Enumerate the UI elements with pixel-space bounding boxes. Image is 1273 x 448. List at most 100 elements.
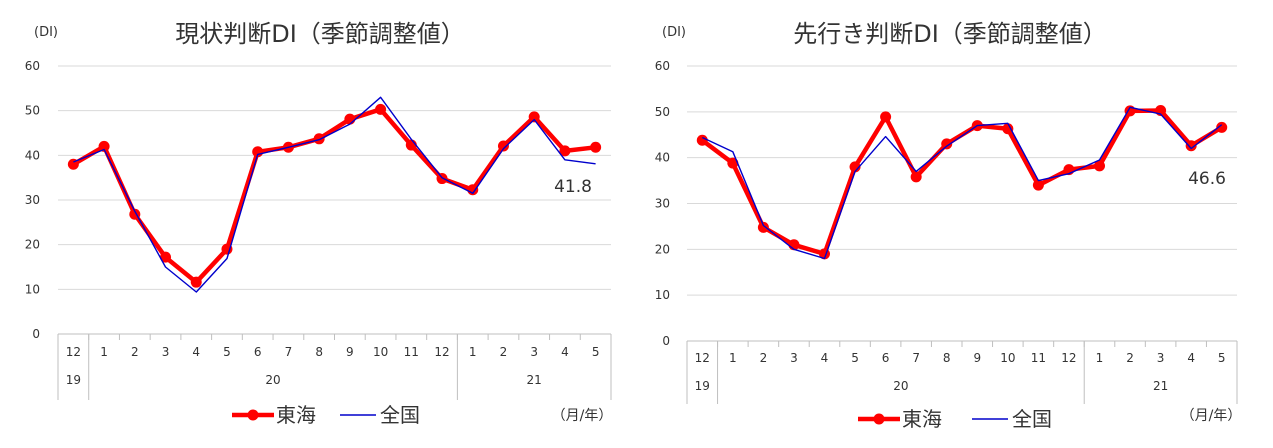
x-tick-label: 1 [1096, 351, 1104, 365]
x-tick-label: 1 [469, 345, 477, 359]
chart-title: 先行き判断DI（季節調整値） [793, 20, 1107, 48]
year-label: 21 [1153, 379, 1168, 393]
y-tick-label: 0 [32, 327, 40, 341]
y-tick-label: 10 [25, 282, 40, 296]
data-point-tokai [375, 103, 387, 115]
legend-marker-tokai [873, 413, 885, 425]
year-label: 19 [66, 373, 81, 387]
y-tick-label: 40 [25, 148, 40, 162]
data-point-tokai [160, 251, 172, 263]
x-tick-label: 11 [1031, 351, 1046, 365]
x-tick-label: 2 [1126, 351, 1134, 365]
x-tick-label: 3 [790, 351, 798, 365]
x-tick-label: 4 [192, 345, 200, 359]
data-point-tokai [559, 145, 571, 157]
x-tick-label: 2 [500, 345, 508, 359]
chart-panel-current: 現状判断DI（季節調整値） (DI) 0 10 20 30 40 50 60 12 1 2 3 4 5 6 7 8… [0, 0, 636, 448]
y-tick-label: 0 [662, 334, 670, 348]
x-tick-label: 11 [404, 345, 419, 359]
x-tick-label: 7 [285, 345, 293, 359]
data-point-tokai [880, 111, 892, 123]
y-tick-label: 10 [655, 288, 670, 302]
data-point-tokai [497, 140, 509, 152]
data-point-tokai [727, 157, 739, 169]
data-point-tokai [436, 173, 448, 185]
data-point-tokai [344, 113, 356, 125]
y-tick-label: 50 [655, 105, 670, 119]
x-tick-label: 8 [943, 351, 951, 365]
year-label: 21 [527, 373, 542, 387]
x-tick-label: 4 [561, 345, 569, 359]
y-tick-label: 40 [655, 151, 670, 165]
x-tick-label: 4 [821, 351, 829, 365]
x-tick-label: 6 [254, 345, 262, 359]
data-point-tokai [696, 134, 708, 146]
x-tick-label: 5 [223, 345, 231, 359]
x-tick-label: 12 [1061, 351, 1076, 365]
data-point-tokai [313, 133, 325, 145]
y-axis-unit-label: (DI) [662, 25, 686, 40]
data-point-tokai [941, 138, 953, 150]
data-point-tokai [849, 161, 861, 173]
y-tick-label: 20 [655, 242, 670, 256]
data-point-tokai [590, 141, 602, 153]
data-point-tokai [1032, 179, 1044, 191]
x-tick-label: 3 [162, 345, 170, 359]
legend-label-tokai: 東海 [902, 407, 942, 431]
y-tick-label: 60 [655, 59, 670, 73]
y-tick-label: 30 [25, 193, 40, 207]
latest-value-label: 41.8 [554, 177, 592, 197]
data-point-tokai [252, 146, 264, 158]
data-point-tokai [1094, 160, 1105, 172]
x-tick-label: 12 [695, 351, 710, 365]
x-tick-label: 5 [851, 351, 859, 365]
x-tick-label: 6 [882, 351, 890, 365]
x-axis-unit-label: （月/年） [1181, 408, 1242, 424]
chart-title: 現状判断DI（季節調整値） [175, 20, 465, 48]
y-axis-unit-label: (DI) [34, 25, 58, 40]
x-tick-label: 7 [912, 351, 920, 365]
series-line-tokai [700, 108, 1223, 257]
data-point-tokai [1216, 121, 1228, 133]
y-tick-label: 20 [25, 238, 40, 252]
year-label: 20 [893, 379, 908, 393]
x-tick-label: 9 [346, 345, 354, 359]
x-tick-label: 12 [66, 345, 81, 359]
x-tick-label: 8 [315, 345, 323, 359]
x-axis-unit-label: （月/年） [552, 408, 613, 424]
legend-marker-tokai [247, 409, 259, 421]
x-tick-label: 1 [729, 351, 737, 365]
x-tick-label: 2 [131, 345, 139, 359]
x-tick-label: 10 [1000, 351, 1015, 365]
x-tick-label: 9 [973, 351, 981, 365]
series-line-national [702, 106, 1223, 260]
x-tick-label: 3 [1157, 351, 1165, 365]
year-label: 19 [695, 379, 710, 393]
data-point-tokai [1002, 123, 1014, 135]
data-point-tokai [98, 140, 110, 152]
y-tick-label: 50 [25, 104, 40, 118]
x-tick-label: 1 [100, 345, 108, 359]
x-tick-label: 3 [530, 345, 538, 359]
series-line-national [73, 96, 596, 293]
legend-label-national: 全国 [1012, 407, 1052, 431]
data-point-tokai [221, 243, 233, 255]
legend-label-national: 全国 [380, 403, 420, 427]
data-point-tokai [757, 221, 769, 233]
x-tick-label: 12 [434, 345, 449, 359]
latest-value-label: 46.6 [1188, 169, 1226, 189]
data-point-tokai [1185, 140, 1197, 152]
x-tick-label: 4 [1187, 351, 1195, 365]
legend-label-tokai: 東海 [276, 403, 316, 427]
y-tick-label: 30 [655, 197, 670, 211]
data-point-tokai [910, 171, 922, 183]
y-tick-label: 60 [25, 59, 40, 73]
data-point-tokai [190, 276, 202, 288]
data-point-tokai [528, 111, 540, 123]
chart-panel-outlook: 先行き判断DI（季節調整値） (DI) 0 10 20 30 40 50 60 12 1 2 3 4 5 6 7… [636, 0, 1273, 448]
x-tick-label: 5 [592, 345, 600, 359]
x-tick-label: 10 [373, 345, 388, 359]
year-label: 20 [265, 373, 280, 387]
